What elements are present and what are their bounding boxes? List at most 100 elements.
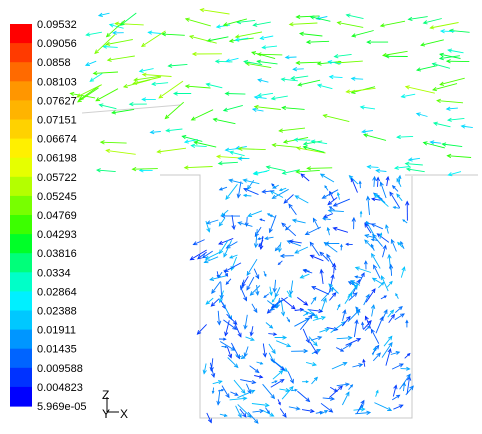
velocity-arrow-head xyxy=(274,247,279,252)
velocity-arrow-head xyxy=(211,390,215,395)
velocity-arrow-head xyxy=(290,75,296,81)
velocity-arrow-head xyxy=(217,320,222,326)
velocity-arrow xyxy=(353,320,358,338)
velocity-arrow-head xyxy=(351,280,356,286)
velocity-arrow-head xyxy=(358,363,364,368)
velocity-arrow xyxy=(219,290,224,303)
velocity-arrow xyxy=(377,233,390,243)
velocity-arrow xyxy=(364,325,371,332)
velocity-arrow-head xyxy=(313,376,319,381)
velocity-arrow xyxy=(262,383,275,399)
velocity-arrow-head xyxy=(274,380,278,384)
velocity-arrow xyxy=(278,242,282,252)
velocity-arrow xyxy=(323,114,350,123)
velocity-arrow-head xyxy=(362,358,366,363)
velocity-arrow xyxy=(168,63,188,67)
velocity-arrow-head xyxy=(288,203,293,209)
velocity-arrow-head xyxy=(183,165,189,170)
velocity-arrow-head xyxy=(316,61,322,66)
velocity-arrow xyxy=(391,239,397,252)
velocity-arrow xyxy=(355,267,372,273)
velocity-arrow xyxy=(362,130,373,133)
velocity-arrow xyxy=(189,35,217,44)
velocity-arrow xyxy=(432,63,451,69)
velocity-arrow xyxy=(235,354,245,359)
velocity-arrow xyxy=(286,290,292,298)
velocity-arrow xyxy=(336,337,352,340)
velocity-arrow xyxy=(301,409,314,412)
velocity-arrow xyxy=(371,223,383,230)
velocity-arrow-head xyxy=(264,402,270,408)
velocity-arrow-head xyxy=(131,166,137,172)
velocity-arrow-head xyxy=(89,77,95,82)
velocity-arrow-head xyxy=(446,117,452,122)
velocity-arrow-head xyxy=(409,385,414,391)
velocity-arrow xyxy=(404,353,411,359)
velocity-arrow xyxy=(341,316,351,327)
velocity-arrow-head xyxy=(295,14,301,20)
velocity-arrow xyxy=(360,106,376,110)
velocity-arrow xyxy=(148,31,161,34)
velocity-arrow-head xyxy=(122,83,128,89)
velocity-arrow-head xyxy=(333,388,338,392)
velocity-arrow-head xyxy=(375,176,381,182)
velocity-arrow-head xyxy=(147,30,153,35)
velocity-arrow xyxy=(389,191,401,209)
velocity-arrow-head xyxy=(374,193,379,199)
velocity-arrow-head xyxy=(128,101,134,107)
velocity-arrow-head xyxy=(183,139,189,144)
velocity-arrow xyxy=(352,280,358,290)
velocity-arrow-head xyxy=(319,410,324,414)
velocity-arrow xyxy=(281,78,298,82)
velocity-arrow-head xyxy=(266,309,272,314)
velocity-arrow-head xyxy=(225,58,231,63)
colorbar-tick-label: 0.01911 xyxy=(37,325,76,337)
velocity-arrow xyxy=(268,343,276,354)
velocity-arrow-head xyxy=(389,191,394,197)
velocity-arrow xyxy=(327,197,338,205)
velocity-arrow xyxy=(217,389,221,405)
velocity-arrow-head xyxy=(305,312,310,316)
velocity-arrow xyxy=(348,292,358,301)
colorbar-tick-label: 0.03816 xyxy=(37,248,77,260)
velocity-arrow-head xyxy=(296,146,302,151)
velocity-arrow-head xyxy=(345,242,349,246)
velocity-arrow-head xyxy=(242,178,248,183)
velocity-arrow xyxy=(382,245,387,258)
colorbar-swatch xyxy=(10,348,32,369)
velocity-arrow xyxy=(254,106,281,110)
velocity-arrow xyxy=(269,286,272,296)
colorbar-tick-label: 0.04293 xyxy=(37,229,77,241)
velocity-arrow xyxy=(134,75,162,81)
velocity-arrow xyxy=(257,92,274,97)
velocity-arrow-head xyxy=(362,133,368,138)
velocity-arrow-head xyxy=(259,361,264,365)
velocity-arrow xyxy=(406,168,425,173)
velocity-arrow xyxy=(229,254,238,259)
velocity-arrow xyxy=(106,149,136,155)
velocity-arrow xyxy=(254,226,262,237)
velocity-arrow-head xyxy=(282,412,287,418)
velocity-arrow xyxy=(380,182,387,199)
velocity-arrow xyxy=(364,234,377,239)
velocity-arrow-head xyxy=(309,15,315,20)
velocity-arrow xyxy=(287,240,302,247)
velocity-arrow-head xyxy=(364,315,369,321)
velocity-arrow-head xyxy=(359,105,365,110)
velocity-arrow xyxy=(333,263,335,274)
velocity-arrow xyxy=(355,276,363,279)
velocity-arrow-head xyxy=(328,283,333,289)
velocity-arrow xyxy=(423,18,442,24)
velocity-arrow-head xyxy=(232,325,238,331)
velocity-arrow-head xyxy=(446,153,452,159)
velocity-arrow-head xyxy=(280,77,286,82)
velocity-arrow xyxy=(224,262,242,273)
velocity-arrow xyxy=(352,363,363,368)
velocity-arrow xyxy=(272,144,299,148)
velocity-arrow-head xyxy=(371,252,376,258)
velocity-arrow-head xyxy=(207,418,212,424)
velocity-arrow xyxy=(395,306,403,313)
velocity-arrow xyxy=(333,198,350,207)
velocity-arrow-head xyxy=(234,37,240,42)
velocity-arrow-head xyxy=(189,256,195,261)
